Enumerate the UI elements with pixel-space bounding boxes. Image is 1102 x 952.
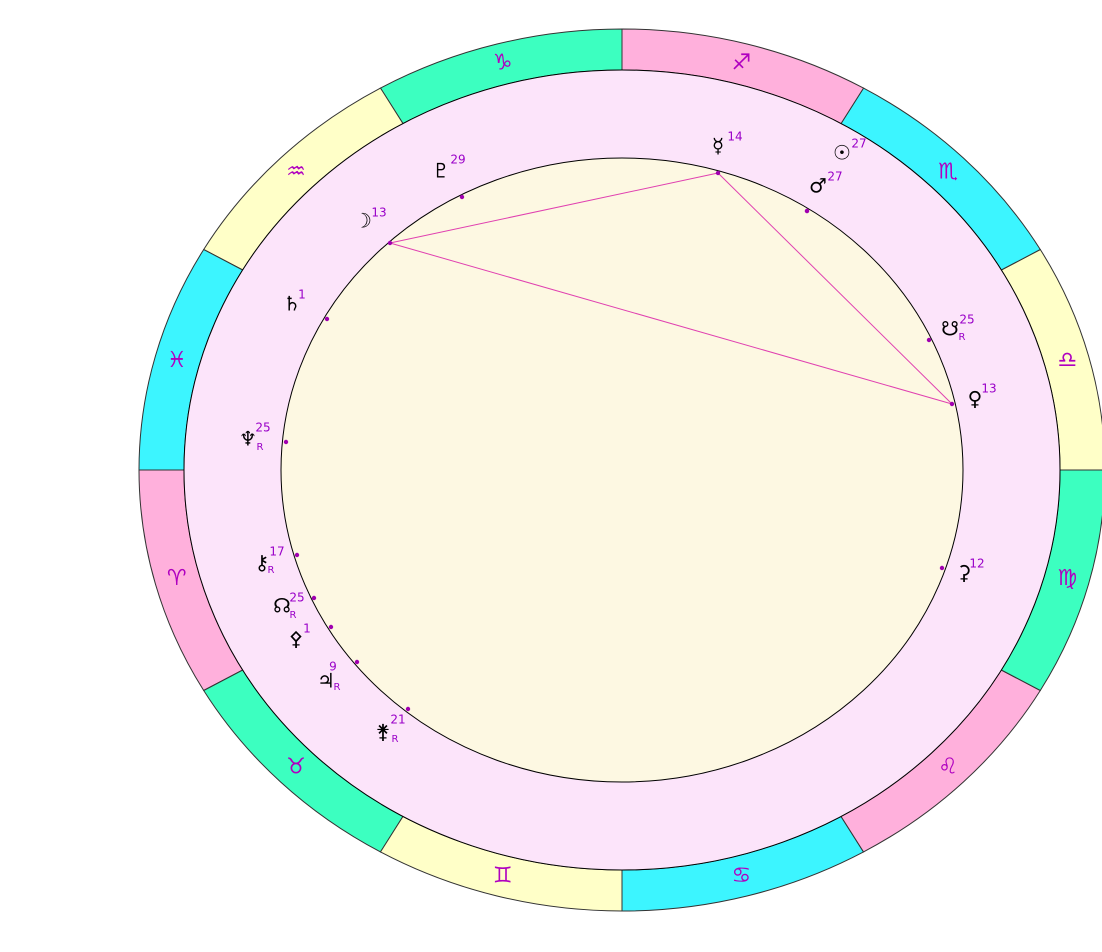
- planet-dot: [324, 316, 330, 322]
- planet-dot: [939, 565, 945, 571]
- planet-dot: [926, 337, 932, 343]
- aspect-line: [389, 172, 719, 244]
- planet-dot: [459, 194, 465, 200]
- planet-glyph: ⚷: [255, 551, 270, 575]
- zodiac-sign: ♓: [167, 348, 187, 373]
- zodiac-sign: ♊: [493, 864, 513, 889]
- planet-degree: 21: [390, 713, 405, 727]
- zodiac-sign: ♏: [938, 159, 958, 184]
- planet-glyph: ♆: [239, 427, 257, 451]
- zodiac-sign: ♑: [493, 50, 513, 75]
- planet-glyph: ☉: [833, 141, 851, 165]
- planet-degree: 29: [450, 153, 465, 167]
- planet-degree: 17: [269, 545, 284, 559]
- planet-glyph: ♃: [317, 669, 335, 693]
- aspect-lines: [389, 172, 953, 405]
- planet-glyph: ☊: [273, 594, 291, 618]
- planet-degree: 25: [255, 421, 270, 435]
- retrograde-mark: R: [959, 332, 966, 343]
- planet-degree: 25: [289, 591, 304, 605]
- retrograde-mark: R: [257, 442, 264, 453]
- planet-glyph: ♄: [283, 292, 301, 316]
- aspect-line: [717, 172, 953, 405]
- planet-dot: [715, 170, 721, 176]
- retrograde-mark: R: [290, 610, 297, 621]
- planet-degree: 9: [329, 660, 337, 674]
- retrograde-mark: R: [392, 734, 399, 745]
- planet-dot: [405, 706, 411, 712]
- planet-glyph: ♂: [809, 174, 827, 198]
- planet-dot: [387, 240, 393, 246]
- zodiac-sign: ♍: [1057, 566, 1077, 591]
- planet-dot: [283, 439, 289, 445]
- planet-dot: [949, 401, 955, 407]
- planet-dot: [294, 552, 300, 558]
- zodiac-sign: ♒: [286, 159, 306, 184]
- planet-degree: 1: [303, 622, 311, 636]
- planet-degree: 25: [959, 313, 974, 327]
- planet-glyph: ☽: [354, 209, 372, 233]
- planet-glyph: ☿: [712, 134, 724, 158]
- zodiac-sign: ♐: [731, 50, 751, 75]
- planet-dot: [804, 208, 810, 214]
- planet-degree: 1: [298, 288, 306, 302]
- planet-glyph: ⚳: [957, 561, 972, 585]
- planet-glyph: ♀: [968, 387, 983, 411]
- inner-circle: [280, 157, 964, 783]
- zodiac-sign: ♎: [1057, 348, 1077, 373]
- planet-glyph: ♇: [432, 159, 450, 183]
- planet-degree: 27: [851, 137, 866, 151]
- planet-degree: 13: [981, 382, 996, 396]
- planet-degree: 12: [969, 557, 984, 571]
- planet-dot: [328, 624, 334, 630]
- planet-dot: [354, 659, 360, 665]
- retrograde-mark: R: [268, 565, 275, 576]
- planet-glyph: ☋: [941, 317, 959, 341]
- zodiac-sign: ♈: [167, 566, 187, 591]
- planet-degree: 14: [727, 130, 742, 144]
- planet-degree: 13: [371, 206, 386, 220]
- planet-dot: [311, 595, 317, 601]
- planet-glyph: ⚴: [289, 627, 304, 651]
- aspect-line: [389, 242, 953, 405]
- zodiac-sign: ♌: [938, 755, 958, 780]
- retrograde-mark: R: [334, 682, 341, 693]
- zodiac-sign: ♋: [731, 864, 751, 889]
- planet-glyph: ⚵: [376, 720, 391, 744]
- planet-degree: 27: [827, 170, 842, 184]
- zodiac-sign: ♉: [286, 755, 306, 780]
